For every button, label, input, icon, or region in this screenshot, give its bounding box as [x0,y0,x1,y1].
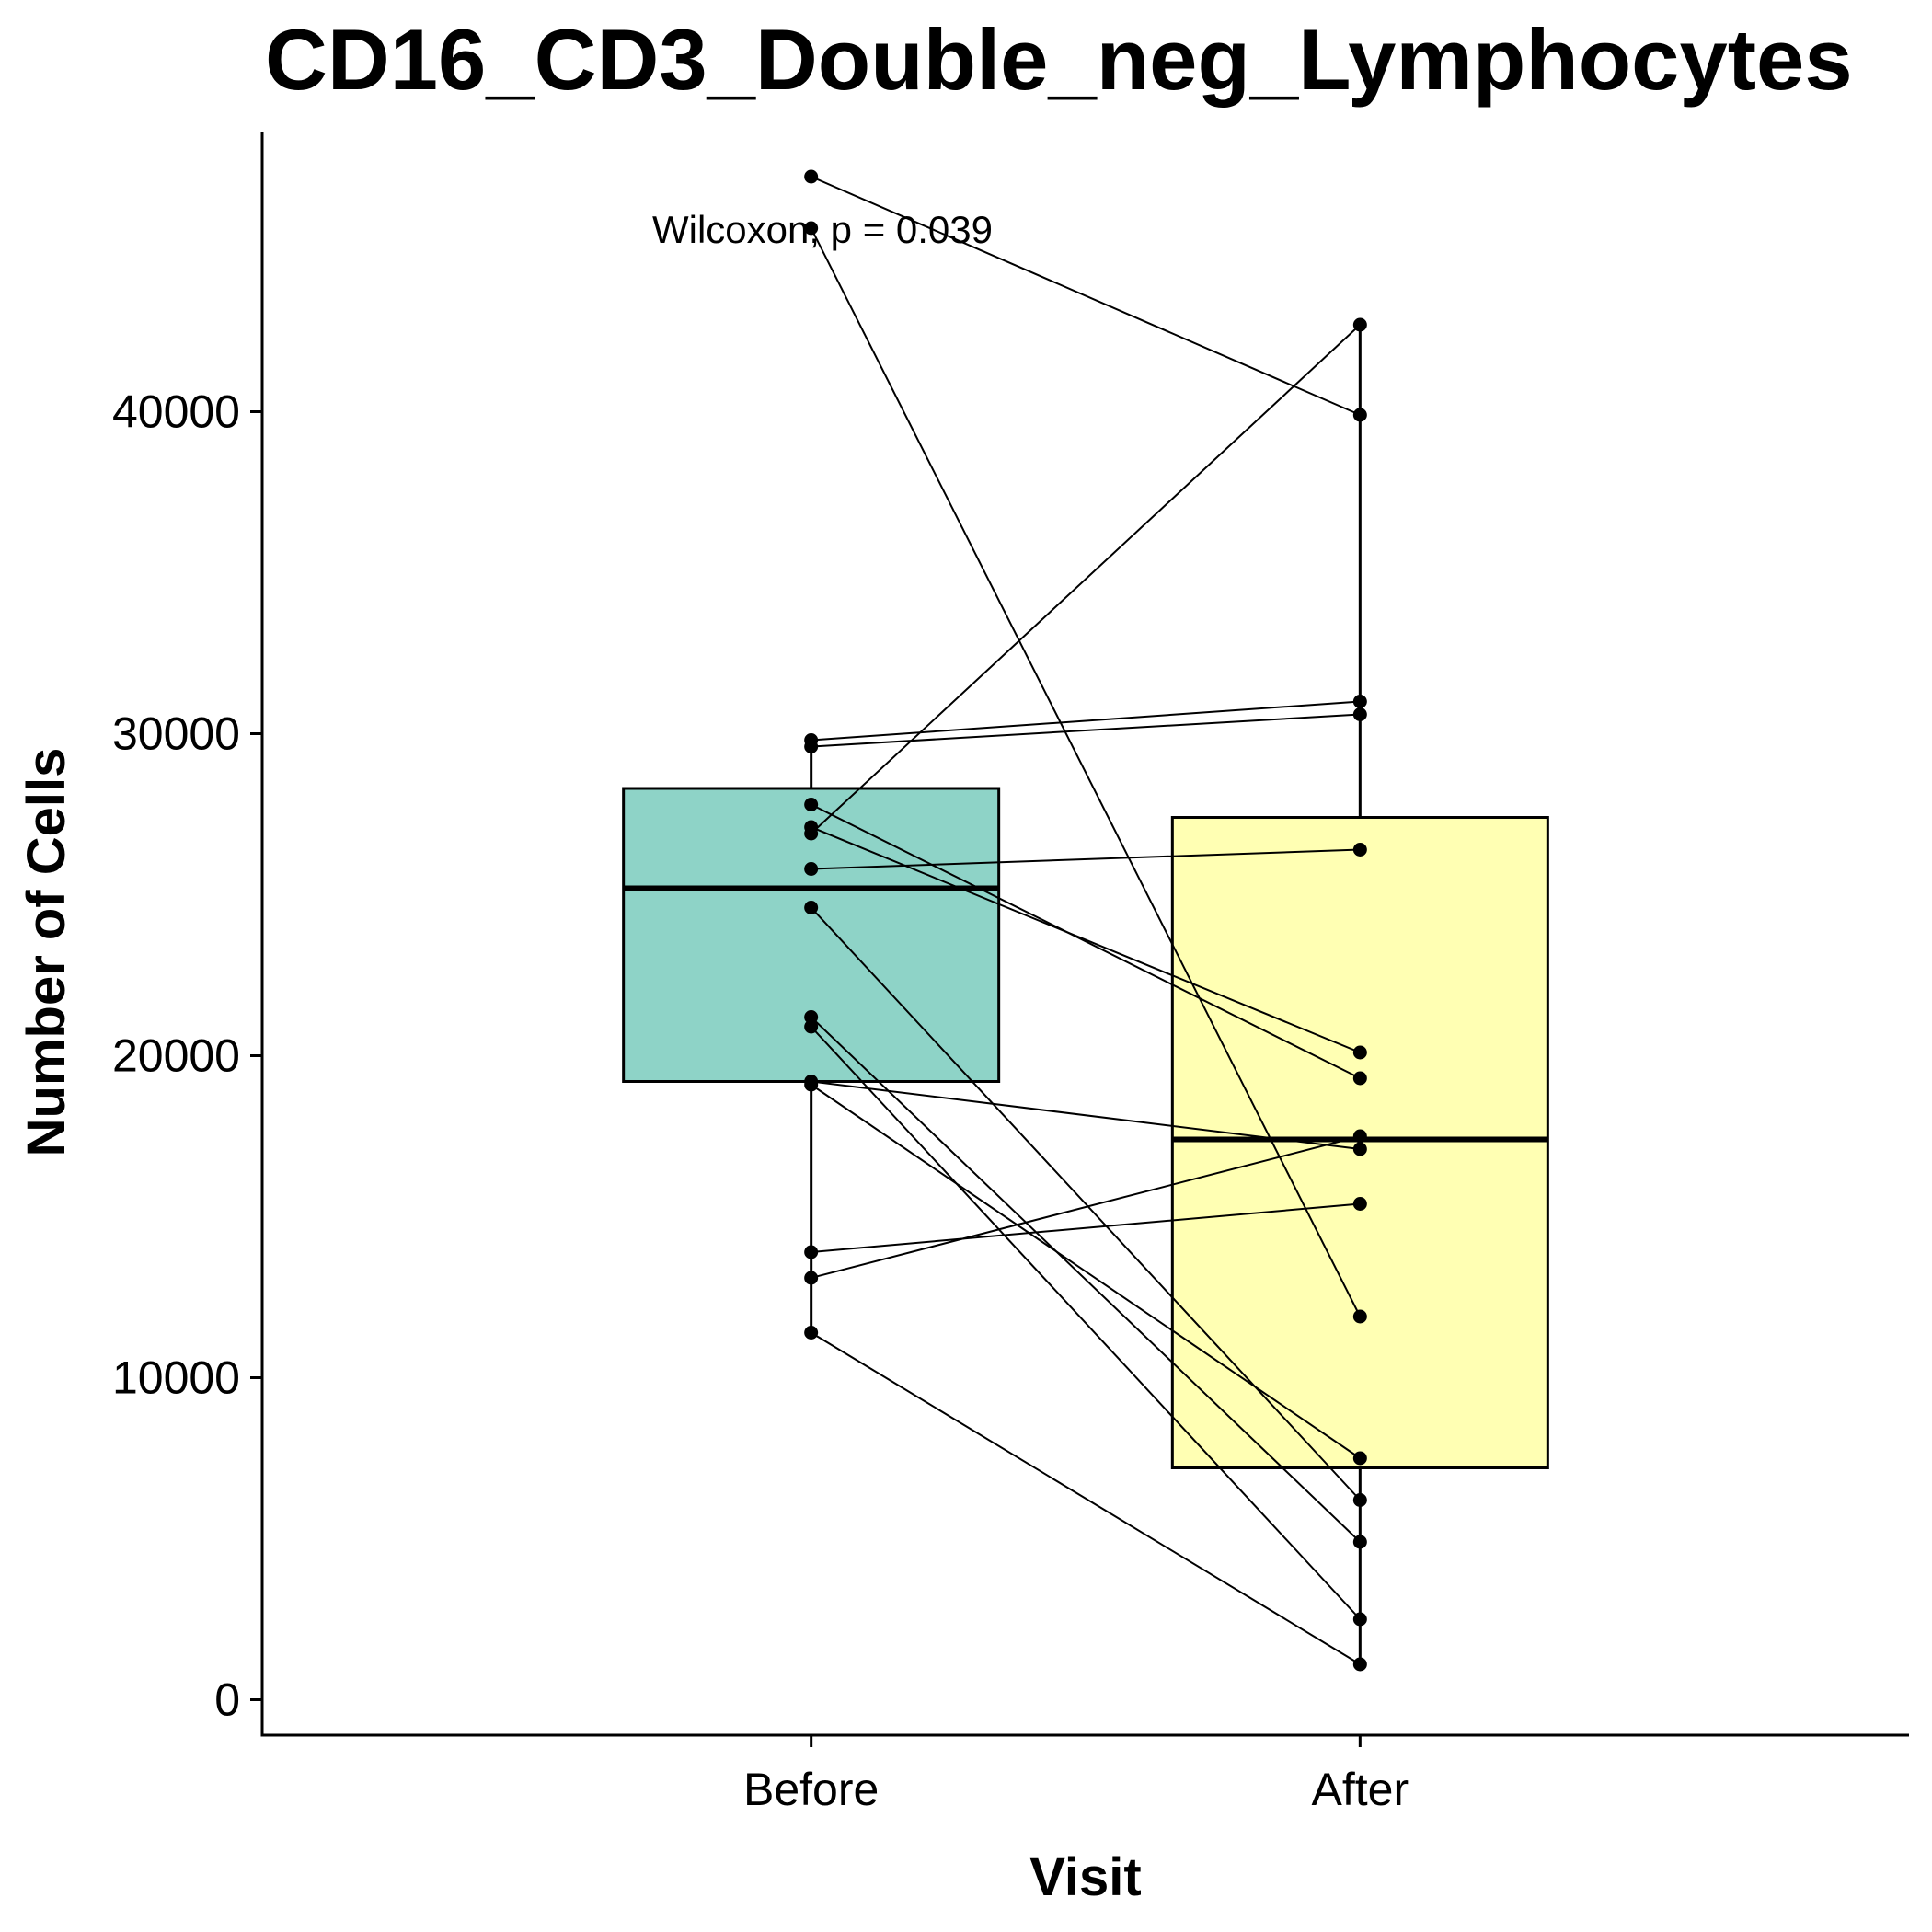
point-after-16 [1352,1657,1367,1672]
pair-lines-layer [810,176,1362,1665]
plot-area [622,169,1549,1672]
point-before-4 [804,740,819,753]
pair-line-2 [810,227,1362,1317]
point-before-16 [804,1326,819,1340]
boxes-layer [622,325,1549,1664]
point-before-8 [804,862,819,876]
points-layer [804,169,1367,1672]
point-after-13 [1352,1451,1367,1466]
wilcoxon-annotation: Wilcoxon, p = 0.039 [652,208,993,251]
pair-line-16 [811,1331,1361,1665]
pair-line-15 [811,1135,1361,1279]
pair-line-11 [810,1026,1362,1620]
point-after-12 [1352,1142,1367,1156]
pair-line-4 [811,713,1361,748]
pair-line-14 [811,1202,1361,1253]
point-after-6 [1352,1045,1367,1060]
point-after-8 [1352,843,1367,857]
pair-line-10 [810,1016,1362,1543]
point-after-4 [1352,707,1367,721]
y-tick-label-40000: 40000 [112,386,240,438]
pair-line-3 [811,700,1361,742]
point-before-15 [804,1271,819,1285]
point-after-5 [1352,1071,1367,1086]
chart-title: CD16_CD3_Double_neg_Lymphocytes [265,11,1853,108]
point-before-14 [804,1245,819,1259]
point-after-3 [1352,695,1367,708]
pair-line-12 [811,1080,1361,1150]
pair-line-8 [811,848,1361,870]
y-tick-label-20000: 20000 [112,1030,240,1082]
point-after-9 [1352,1493,1367,1507]
point-before-11 [804,1019,819,1034]
point-after-10 [1352,1535,1367,1549]
point-before-10 [804,1010,819,1024]
x-tick-label-after: After [1312,1764,1409,1815]
point-after-11 [1352,1612,1367,1627]
point-before-1 [804,169,819,184]
pair-line-13 [811,1084,1361,1459]
x-axis-title: Visit [1029,1847,1141,1907]
point-before-13 [804,1077,819,1092]
x-tick-label-before: Before [743,1764,879,1815]
point-before-9 [804,901,819,914]
pair-line-9 [810,906,1362,1501]
pair-line-5 [811,803,1361,1079]
point-after-1 [1352,408,1367,422]
y-tick-label-0: 0 [214,1674,240,1726]
point-before-7 [804,826,819,841]
point-after-14 [1352,1197,1367,1211]
point-before-5 [804,798,819,811]
y-tick-label-10000: 10000 [112,1352,240,1404]
x-ticks: Before After [743,1735,1409,1815]
pair-line-6 [811,826,1361,1053]
pair-line-7 [810,324,1362,834]
point-after-7 [1352,317,1367,332]
pair-line-1 [811,176,1361,416]
y-ticks: 0 10000 20000 30000 40000 [112,386,262,1726]
y-tick-label-30000: 30000 [112,708,240,760]
y-axis-title: Number of Cells [17,748,76,1157]
point-after-2 [1352,1309,1367,1324]
point-before-2 [804,221,819,236]
point-after-15 [1352,1129,1367,1144]
